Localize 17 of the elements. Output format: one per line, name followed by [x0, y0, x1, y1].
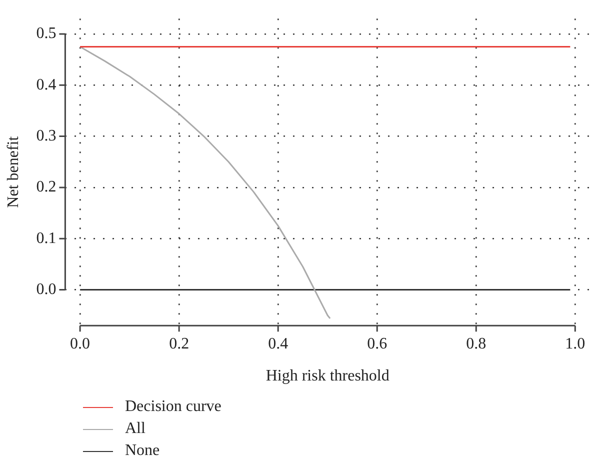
y-tick-label: 0.2 — [36, 178, 56, 196]
x-tick-label: 0.4 — [268, 335, 288, 352]
x-tick-label: 0.6 — [367, 335, 388, 352]
y-tick-label: 0.5 — [36, 25, 56, 42]
x-tick-label: 0.8 — [466, 335, 486, 352]
y-axis-title: Net benefit — [4, 136, 22, 208]
y-tick-label: 0.4 — [36, 76, 56, 94]
y-tick-label: 0.0 — [36, 280, 56, 298]
x-axis-title: High risk threshold — [266, 368, 390, 385]
y-tick-label: 0.1 — [36, 230, 56, 247]
x-tick-label: 0.2 — [169, 335, 190, 352]
legend-label: Decision curve — [125, 398, 222, 416]
y-tick-label: 0.3 — [36, 127, 56, 144]
legend-label: None — [125, 442, 160, 460]
x-tick-label: 0.0 — [70, 335, 90, 352]
legend-label: All — [125, 420, 146, 438]
x-tick-label: 1.0 — [565, 335, 586, 352]
